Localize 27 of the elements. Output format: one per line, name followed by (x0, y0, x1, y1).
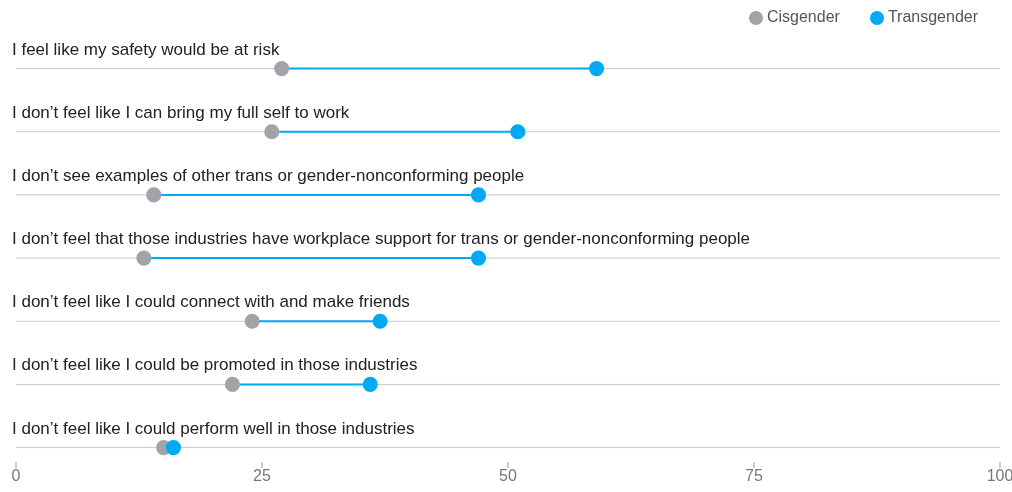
point (372, 313, 388, 329)
y-tick-label: I don’t feel like I could connect with and make friends (12, 292, 410, 312)
point (165, 440, 182, 456)
y-tick-label: I don’t feel that those industries have workplace support for trans or gender-nonconforming people (12, 229, 751, 249)
point (224, 376, 241, 392)
x-tick-label: 50 (499, 467, 517, 485)
x-tick-label: 0 (11, 467, 21, 485)
point (244, 313, 260, 329)
legend-label: Transgender (887, 8, 978, 25)
point (470, 250, 487, 266)
point (470, 187, 487, 203)
point (274, 61, 290, 77)
y-tick-label: I don’t feel like I could perform well in those industries (12, 418, 415, 438)
point (264, 124, 280, 140)
point (510, 124, 526, 140)
point (136, 250, 152, 266)
point (362, 376, 378, 392)
legend-label: Cisgender (766, 8, 840, 25)
y-tick-label: I feel like my safety would be at risk (12, 39, 280, 59)
point (146, 187, 162, 203)
x-tick-label: 100 (986, 467, 1012, 485)
y-tick-label: I don’t feel like I could be promoted in those industries (12, 355, 418, 375)
y-tick-label: I don’t see examples of other trans or gender-nonconforming people (12, 165, 525, 185)
y-tick-label: I don’t feel like I can bring my full self to work (12, 102, 350, 122)
x-tick-label: 25 (253, 467, 271, 485)
point (588, 61, 605, 77)
x-tick-label: 75 (745, 467, 763, 485)
